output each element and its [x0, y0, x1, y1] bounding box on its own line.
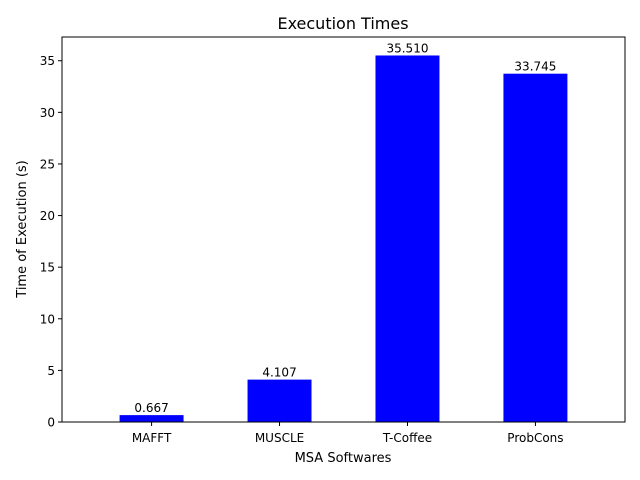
chart-title: Execution Times [277, 14, 408, 33]
bar-value-label: 35.510 [386, 41, 428, 55]
bar-t-coffee [375, 55, 440, 423]
y-axis: 0 5 10 15 20 25 30 35 [40, 54, 62, 430]
plot-frame [61, 36, 626, 423]
bar-mafft [119, 415, 184, 422]
y-tick-label: 15 [40, 261, 55, 275]
x-axis-label: MSA Softwares [295, 451, 392, 466]
bar-value-label: 33.745 [514, 60, 556, 74]
x-tick-label: ProbCons [507, 431, 563, 445]
bar-probcons [503, 73, 568, 423]
x-axis: MAFFT MUSCLE T-Coffee ProbCons [132, 422, 564, 445]
bar-value-label: 0.667 [134, 401, 168, 415]
y-tick-label: 5 [47, 364, 55, 378]
x-tick-label: T-Coffee [382, 431, 432, 445]
y-tick-label: 10 [40, 312, 55, 326]
bar-value-labels: 0.667 4.107 35.510 33.745 [134, 41, 556, 415]
y-tick-label: 35 [40, 54, 55, 68]
x-tick-label: MAFFT [132, 431, 172, 445]
y-axis-label: Time of Execution (s) [15, 160, 30, 298]
y-tick-label: 30 [40, 106, 55, 120]
y-tick-label: 0 [47, 416, 55, 430]
bar-value-label: 4.107 [262, 366, 296, 380]
bar-muscle [247, 379, 312, 422]
x-tick-label: MUSCLE [255, 431, 304, 445]
bars [119, 55, 568, 423]
y-tick-label: 25 [40, 157, 55, 171]
y-tick-label: 20 [40, 209, 55, 223]
